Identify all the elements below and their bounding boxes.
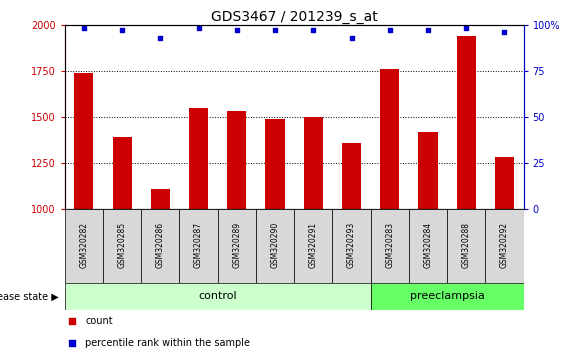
Text: GSM320286: GSM320286 <box>156 222 165 268</box>
Text: GSM320289: GSM320289 <box>233 222 242 268</box>
Bar <box>65 209 103 283</box>
Bar <box>180 209 218 283</box>
Point <box>462 25 471 31</box>
Point <box>423 28 432 33</box>
Bar <box>113 137 132 209</box>
Text: preeclampsia: preeclampsia <box>410 291 485 302</box>
Text: count: count <box>86 316 113 326</box>
Text: GSM320290: GSM320290 <box>271 221 280 268</box>
Bar <box>256 209 294 283</box>
Text: GSM320293: GSM320293 <box>347 221 356 268</box>
Bar <box>485 209 524 283</box>
Bar <box>141 209 180 283</box>
Text: GSM320282: GSM320282 <box>79 222 88 268</box>
Text: control: control <box>198 291 237 302</box>
Bar <box>65 283 370 310</box>
Bar <box>218 209 256 283</box>
Point <box>233 28 242 33</box>
Bar <box>342 143 361 209</box>
Bar <box>457 36 476 209</box>
Point <box>385 28 394 33</box>
Text: GSM320284: GSM320284 <box>423 222 432 268</box>
Text: GSM320288: GSM320288 <box>462 222 471 268</box>
Bar <box>418 132 437 209</box>
Point <box>67 340 76 346</box>
Bar <box>227 111 247 209</box>
Bar <box>332 209 370 283</box>
Bar <box>303 117 323 209</box>
Point <box>347 35 356 40</box>
Bar <box>151 189 170 209</box>
Bar <box>370 283 524 310</box>
Point <box>79 25 88 31</box>
Text: GSM320283: GSM320283 <box>385 222 394 268</box>
Text: GSM320285: GSM320285 <box>118 222 127 268</box>
Point <box>500 29 509 35</box>
Point <box>67 319 76 324</box>
Bar <box>409 209 447 283</box>
Text: GSM320287: GSM320287 <box>194 222 203 268</box>
Text: GSM320292: GSM320292 <box>500 222 509 268</box>
Bar <box>103 209 141 283</box>
Point <box>309 28 318 33</box>
Point <box>156 35 165 40</box>
Bar <box>189 108 208 209</box>
Bar <box>370 209 409 283</box>
Text: GSM320291: GSM320291 <box>309 222 318 268</box>
Point <box>118 28 127 33</box>
Point <box>271 28 280 33</box>
Bar <box>495 157 514 209</box>
Point <box>194 25 203 31</box>
Text: percentile rank within the sample: percentile rank within the sample <box>86 338 251 348</box>
Bar <box>447 209 485 283</box>
Bar <box>266 119 285 209</box>
Text: disease state ▶: disease state ▶ <box>0 291 59 302</box>
Bar <box>74 73 93 209</box>
Title: GDS3467 / 201239_s_at: GDS3467 / 201239_s_at <box>211 10 378 24</box>
Bar <box>294 209 332 283</box>
Bar <box>380 69 399 209</box>
